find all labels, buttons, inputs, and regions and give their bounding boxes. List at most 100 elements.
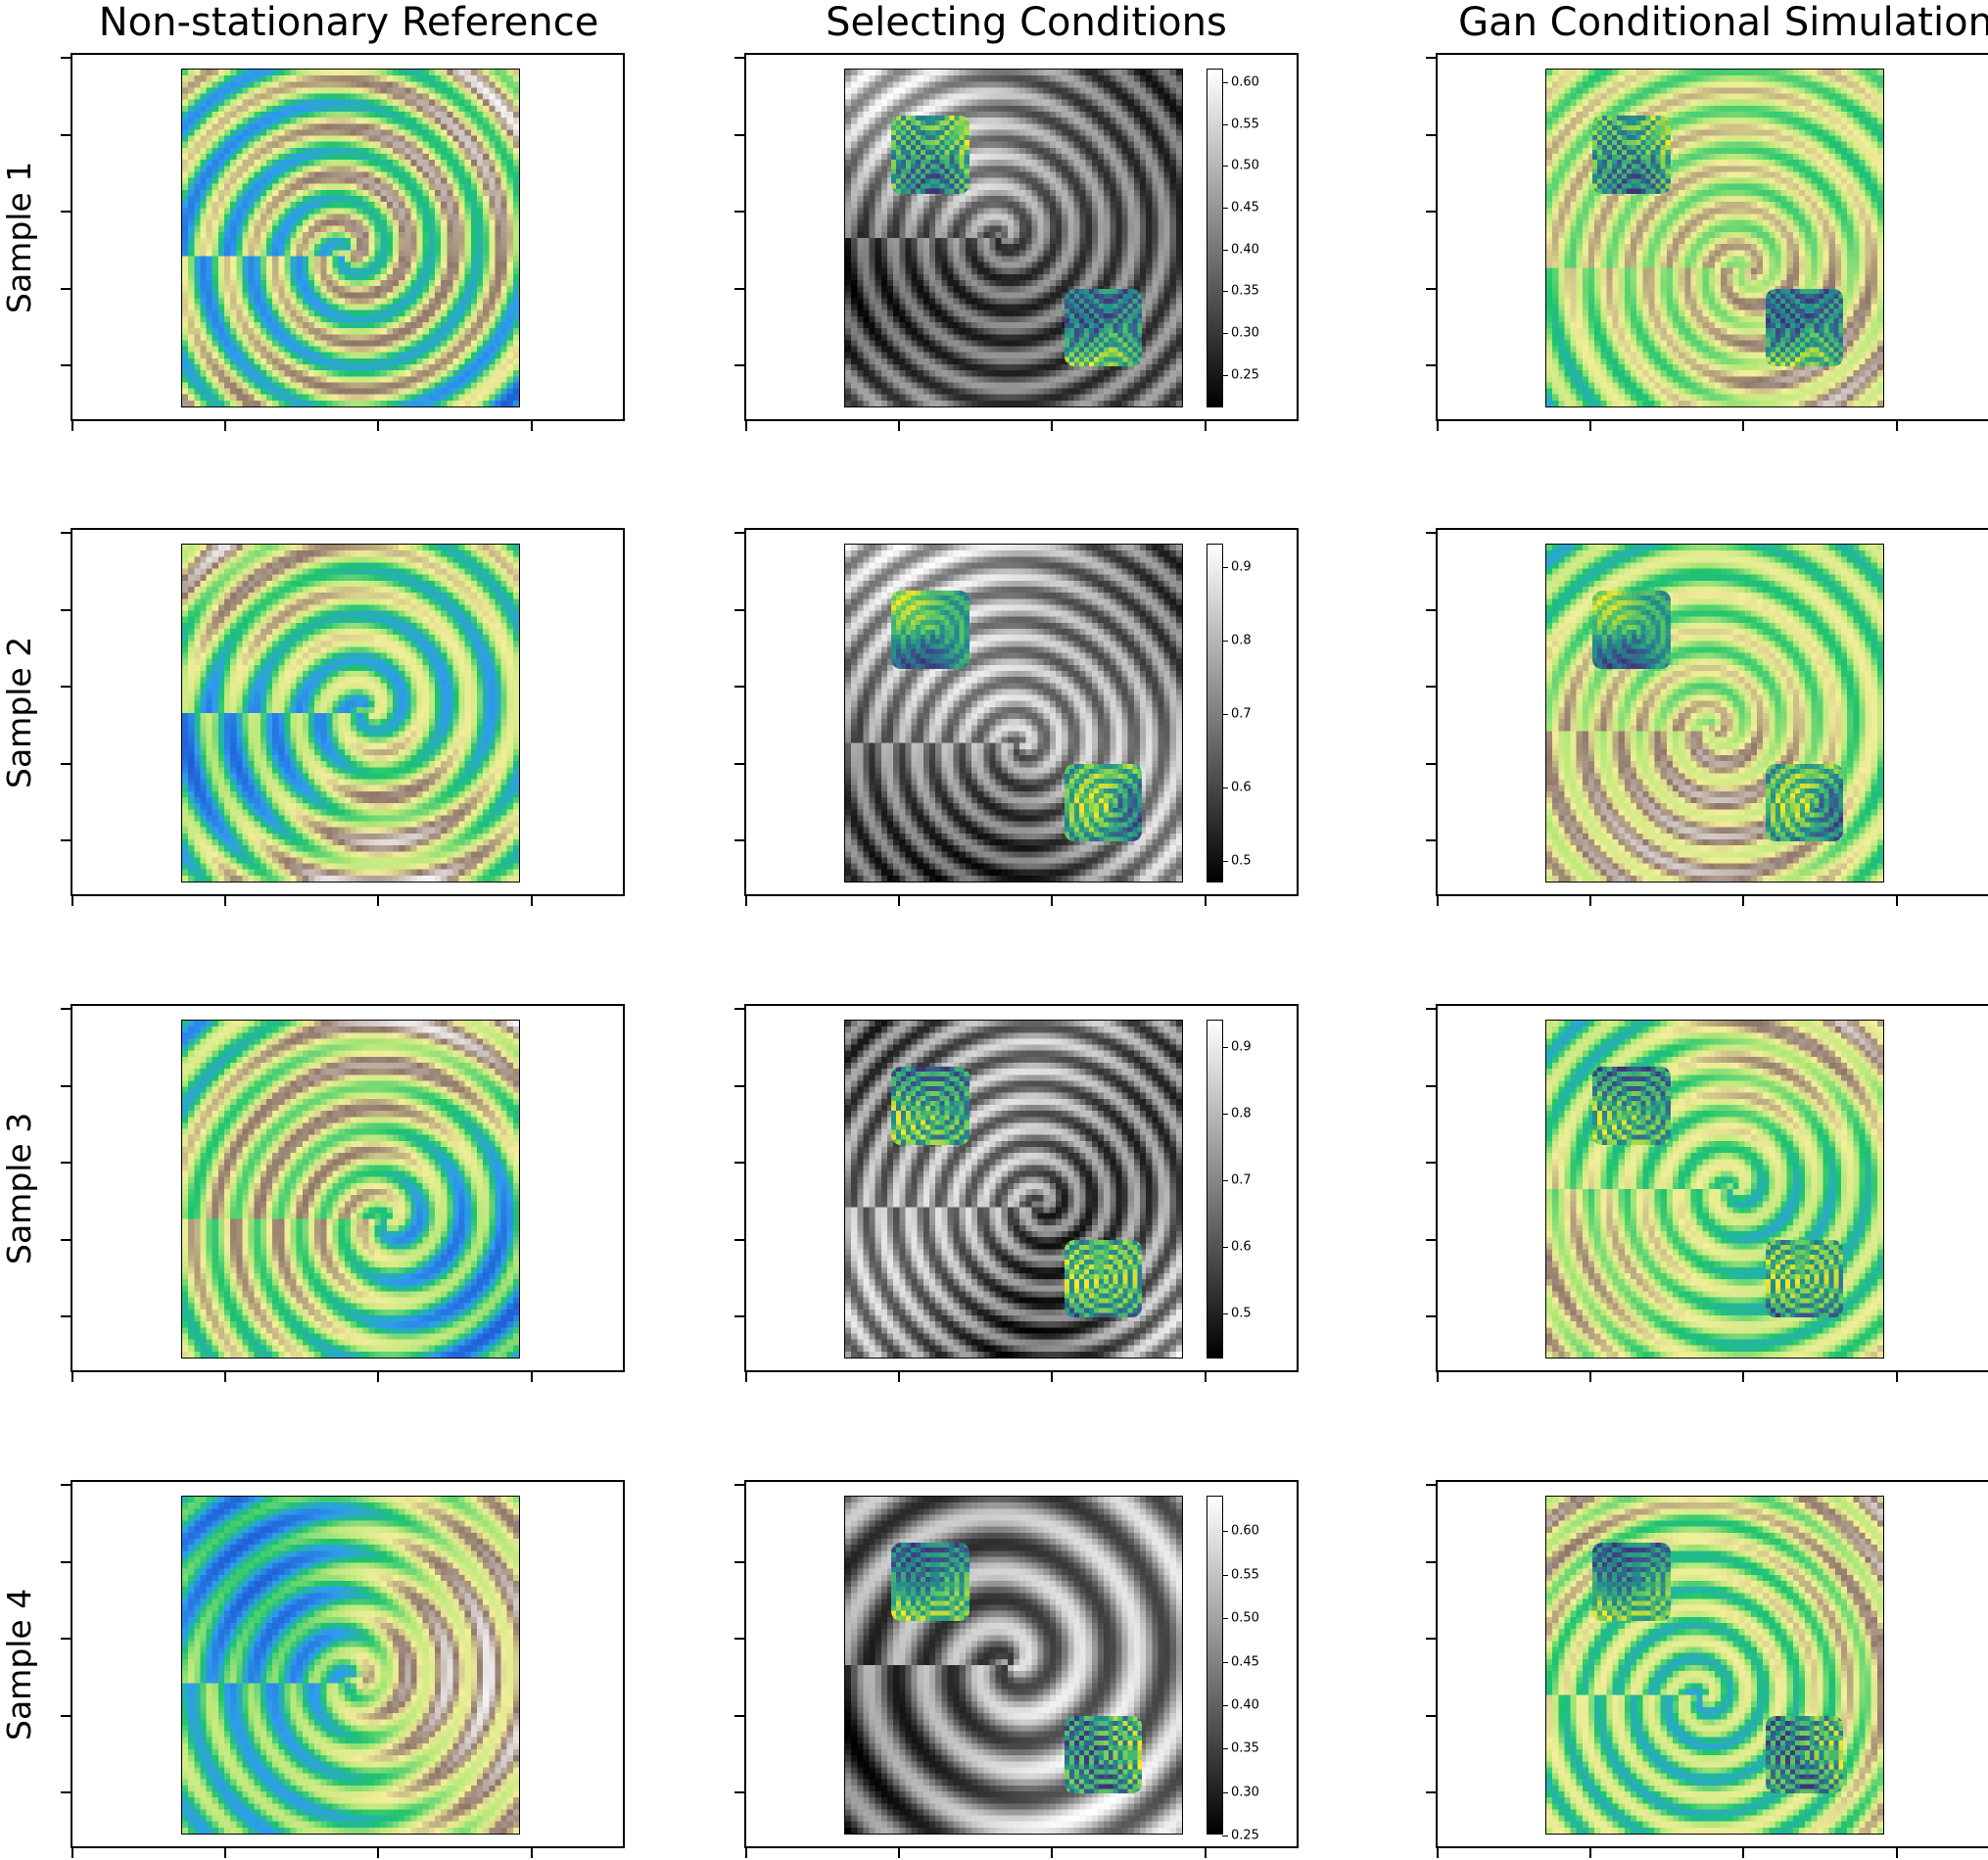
simulation-panel [1426, 1480, 1988, 1858]
y-tick [734, 532, 744, 534]
colorbar-tick-label: 0.9 [1231, 1041, 1252, 1054]
colorbar-tick-label: 0.50 [1231, 160, 1259, 172]
y-tick [734, 1084, 744, 1087]
conditioning-patch [1765, 1715, 1844, 1794]
colorbar-tick [1222, 1748, 1228, 1750]
x-tick [71, 896, 73, 906]
y-tick [734, 1484, 744, 1486]
y-tick [734, 211, 744, 214]
colorbar-tick-label: 0.55 [1231, 1568, 1259, 1581]
conditioning-patch [891, 116, 970, 195]
colorbar-tick-label: 0.25 [1231, 368, 1259, 381]
y-tick [1426, 1791, 1436, 1794]
colorbar-tick-label: 0.50 [1231, 1612, 1259, 1625]
colorbar-tick [1222, 333, 1228, 335]
colorbar-tick-label: 0.6 [1231, 1240, 1252, 1253]
x-tick [1051, 1372, 1054, 1382]
row-label: Sample 3 [0, 1004, 49, 1372]
colorbar-tick [1222, 1312, 1228, 1314]
x-tick [745, 421, 747, 431]
y-tick [1426, 762, 1436, 765]
colorbar: 0.9 0.8 0.7 0.6 0.5 [1207, 1020, 1252, 1359]
colorbar-tick-label: 0.7 [1231, 708, 1252, 721]
y-tick [61, 1791, 71, 1794]
reference-field [181, 69, 520, 407]
x-tick [1895, 421, 1898, 431]
colorbar-tick-label: 0.9 [1231, 560, 1252, 573]
colorbar-tick [1222, 249, 1228, 251]
conditioning-patch [1765, 288, 1844, 367]
colorbar-tick-label: 0.5 [1231, 1307, 1252, 1319]
y-tick [734, 686, 744, 689]
row-label: Sample 1 [0, 53, 49, 421]
x-tick [1895, 1848, 1898, 1858]
colorbar-tick-label: 0.35 [1231, 285, 1259, 298]
conditioning-patch [891, 1067, 970, 1146]
x-tick [1742, 1372, 1745, 1382]
y-tick [734, 1315, 744, 1318]
x-tick [1589, 1848, 1592, 1858]
y-tick [734, 839, 744, 842]
y-tick [61, 1560, 71, 1563]
y-tick [61, 211, 71, 214]
y-tick [734, 1791, 744, 1794]
y-tick [61, 1638, 71, 1641]
x-tick [1589, 1372, 1592, 1382]
x-tick [1437, 1372, 1439, 1382]
y-tick [61, 1008, 71, 1010]
conditions-panel: 0.60 0.55 0.50 0.45 0.40 0.35 0.30 0.25 [734, 53, 1299, 431]
y-tick [734, 1714, 744, 1717]
y-tick [1426, 57, 1436, 59]
conditioning-patch [1592, 1067, 1672, 1146]
y-tick [734, 1560, 744, 1563]
y-tick [1426, 1714, 1436, 1717]
colorbar-tick-label: 0.40 [1231, 243, 1259, 256]
colorbar-tick-label: 0.6 [1231, 782, 1252, 794]
x-tick [1589, 896, 1592, 906]
colorbar-tick-label: 0.60 [1231, 75, 1259, 88]
y-tick [734, 364, 744, 367]
colorbar-tick-label: 0.35 [1231, 1742, 1259, 1755]
simulation-panel [1426, 528, 1988, 906]
y-tick [734, 133, 744, 136]
y-tick [61, 1484, 71, 1486]
y-tick [1426, 1484, 1436, 1486]
conditioning-patch [1592, 1543, 1672, 1622]
colorbar-tick-label: 0.8 [1231, 1107, 1252, 1120]
reference-panel [61, 528, 625, 906]
y-tick [1426, 133, 1436, 136]
colorbar-tick [1222, 1179, 1228, 1181]
colorbar-tick [1222, 640, 1228, 642]
column-title: Gan Conditional Simulation [1458, 0, 1988, 45]
x-tick [377, 1372, 380, 1382]
row-label: Sample 4 [0, 1480, 49, 1848]
x-tick [71, 1848, 73, 1858]
conditioning-patch [1064, 1239, 1143, 1318]
colorbar-tick [1222, 1661, 1228, 1663]
y-tick [61, 1714, 71, 1717]
y-tick [1426, 1084, 1436, 1087]
x-tick [745, 896, 747, 906]
x-tick [1051, 1848, 1054, 1858]
colorbar-tick [1222, 1047, 1228, 1049]
x-tick [1437, 896, 1439, 906]
colorbar-tick [1222, 207, 1228, 209]
conditions-panel: 0.9 0.8 0.7 0.6 0.5 [734, 528, 1299, 906]
column-title: Selecting Conditions [826, 0, 1227, 45]
conditions-panel: 0.60 0.55 0.50 0.45 0.40 0.35 0.30 0.25 [734, 1480, 1299, 1858]
colorbar: 0.9 0.8 0.7 0.6 0.5 [1207, 544, 1252, 882]
colorbar-tick [1222, 81, 1228, 83]
colorbar-tick-label: 0.7 [1231, 1173, 1252, 1186]
colorbar-tick [1222, 291, 1228, 293]
x-tick [1051, 421, 1054, 431]
y-tick [1426, 839, 1436, 842]
colorbar-tick-label: 0.55 [1231, 118, 1259, 130]
conditioning-patch [1765, 1239, 1844, 1318]
x-tick [1204, 896, 1207, 906]
colorbar-tick [1222, 861, 1228, 863]
column-title: Non-stationary Reference [99, 0, 599, 45]
x-tick [1204, 1372, 1207, 1382]
reference-panel [61, 1004, 625, 1382]
y-tick [61, 133, 71, 136]
colorbar-tick [1222, 1574, 1228, 1576]
